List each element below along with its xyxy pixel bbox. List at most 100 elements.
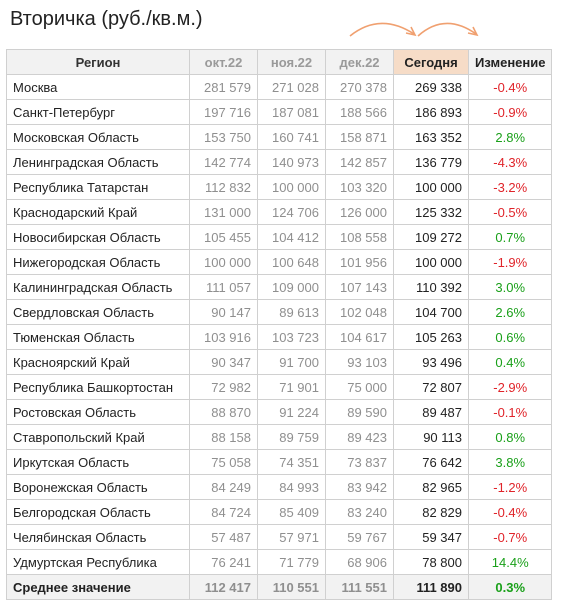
average-change: 0.3% <box>467 574 553 600</box>
column-header-dec[interactable]: дек.22 <box>325 49 394 75</box>
today-cell: 89 487 <box>393 399 469 425</box>
oct-cell: 72 982 <box>189 374 258 400</box>
oct-cell: 88 870 <box>189 399 258 425</box>
column-header-today[interactable]: Сегодня <box>393 49 469 75</box>
today-cell: 269 338 <box>393 74 469 100</box>
nov-cell: 91 700 <box>257 349 326 375</box>
nov-cell: 109 000 <box>257 274 326 300</box>
dec-cell: 93 103 <box>325 349 394 375</box>
curved-arrow-icon <box>349 22 417 37</box>
nov-cell: 104 412 <box>257 224 326 250</box>
oct-cell: 112 832 <box>189 174 258 200</box>
column-header-change[interactable]: Изменение <box>467 49 553 75</box>
today-cell: 93 496 <box>393 349 469 375</box>
oct-cell: 57 487 <box>189 524 258 550</box>
today-cell: 109 272 <box>393 224 469 250</box>
change-cell: -3.2% <box>467 174 553 200</box>
dec-cell: 142 857 <box>325 149 394 175</box>
dec-cell: 83 942 <box>325 474 394 500</box>
column-header-region[interactable]: Регион <box>6 49 190 75</box>
dec-cell: 158 871 <box>325 124 394 150</box>
oct-cell: 76 241 <box>189 549 258 575</box>
today-cell: 90 113 <box>393 424 469 450</box>
average-oct: 112 417 <box>189 574 258 600</box>
price-table: Регион окт.22 ноя.22 дек.22 Сегодня Изме… <box>6 49 553 600</box>
average-today: 111 890 <box>393 574 469 600</box>
oct-cell: 88 158 <box>189 424 258 450</box>
column-header-oct[interactable]: окт.22 <box>189 49 258 75</box>
change-cell: 3.0% <box>467 274 553 300</box>
region-cell: Тюменская Область <box>6 324 190 350</box>
table-row: Московская Область 153 750 160 741 158 871 1… <box>6 124 553 150</box>
nov-cell: 124 706 <box>257 199 326 225</box>
nov-cell: 85 409 <box>257 499 326 525</box>
nov-cell: 187 081 <box>257 99 326 125</box>
today-cell: 125 332 <box>393 199 469 225</box>
arrows-decoration <box>349 22 479 37</box>
nov-cell: 271 028 <box>257 74 326 100</box>
region-cell: Свердловская Область <box>6 299 190 325</box>
region-cell: Краснодарский Край <box>6 199 190 225</box>
dec-cell: 104 617 <box>325 324 394 350</box>
change-cell: -0.4% <box>467 499 553 525</box>
region-cell: Новосибирская Область <box>6 224 190 250</box>
region-cell: Ленинградская Область <box>6 149 190 175</box>
average-nov: 110 551 <box>257 574 326 600</box>
region-cell: Республика Башкортостан <box>6 374 190 400</box>
nov-cell: 89 759 <box>257 424 326 450</box>
dec-cell: 83 240 <box>325 499 394 525</box>
change-cell: -1.2% <box>467 474 553 500</box>
region-cell: Красноярский Край <box>6 349 190 375</box>
header-row: Регион окт.22 ноя.22 дек.22 Сегодня Изме… <box>6 49 553 75</box>
region-cell: Москва <box>6 74 190 100</box>
nov-cell: 89 613 <box>257 299 326 325</box>
dec-cell: 270 378 <box>325 74 394 100</box>
dec-cell: 73 837 <box>325 449 394 475</box>
table-row: Санкт-Петербург 197 716 187 081 188 566 186 … <box>6 99 553 125</box>
oct-cell: 105 455 <box>189 224 258 250</box>
nov-cell: 57 971 <box>257 524 326 550</box>
oct-cell: 281 579 <box>189 74 258 100</box>
table-row: Ставропольский Край 88 158 89 759 89 423 90 … <box>6 424 553 450</box>
today-cell: 105 263 <box>393 324 469 350</box>
dec-cell: 59 767 <box>325 524 394 550</box>
change-cell: -4.3% <box>467 149 553 175</box>
nov-cell: 140 973 <box>257 149 326 175</box>
change-cell: -2.9% <box>467 374 553 400</box>
average-dec: 111 551 <box>325 574 394 600</box>
today-cell: 163 352 <box>393 124 469 150</box>
table-row: Тюменская Область 103 916 103 723 104 617 10… <box>6 324 553 350</box>
change-cell: 2.6% <box>467 299 553 325</box>
table-row: Новосибирская Область 105 455 104 412 108 5… <box>6 224 553 250</box>
change-cell: 0.4% <box>467 349 553 375</box>
dec-cell: 108 558 <box>325 224 394 250</box>
region-cell: Удмуртская Республика <box>6 549 190 575</box>
page-title: Вторичка (руб./кв.м.) <box>10 8 203 30</box>
dec-cell: 89 423 <box>325 424 394 450</box>
oct-cell: 90 347 <box>189 349 258 375</box>
change-cell: -0.1% <box>467 399 553 425</box>
change-cell: 14.4% <box>467 549 553 575</box>
region-cell: Санкт-Петербург <box>6 99 190 125</box>
change-cell: 0.7% <box>467 224 553 250</box>
change-cell: 3.8% <box>467 449 553 475</box>
table-row: Иркутская Область 75 058 74 351 73 837 76 64… <box>6 449 553 475</box>
average-row: Среднее значение 112 417 110 551 111 551… <box>6 574 553 600</box>
oct-cell: 90 147 <box>189 299 258 325</box>
today-cell: 76 642 <box>393 449 469 475</box>
today-cell: 82 829 <box>393 499 469 525</box>
dec-cell: 126 000 <box>325 199 394 225</box>
today-cell: 186 893 <box>393 99 469 125</box>
region-cell: Московская Область <box>6 124 190 150</box>
today-cell: 78 800 <box>393 549 469 575</box>
today-cell: 136 779 <box>393 149 469 175</box>
table-row: Челябинская Область 57 487 57 971 59 767 59 … <box>6 524 553 550</box>
oct-cell: 75 058 <box>189 449 258 475</box>
nov-cell: 71 901 <box>257 374 326 400</box>
dec-cell: 89 590 <box>325 399 394 425</box>
nov-cell: 71 779 <box>257 549 326 575</box>
table-row: Калининградская Область 111 057 109 000 107… <box>6 274 553 300</box>
today-cell: 72 807 <box>393 374 469 400</box>
dec-cell: 75 000 <box>325 374 394 400</box>
column-header-nov[interactable]: ноя.22 <box>257 49 326 75</box>
